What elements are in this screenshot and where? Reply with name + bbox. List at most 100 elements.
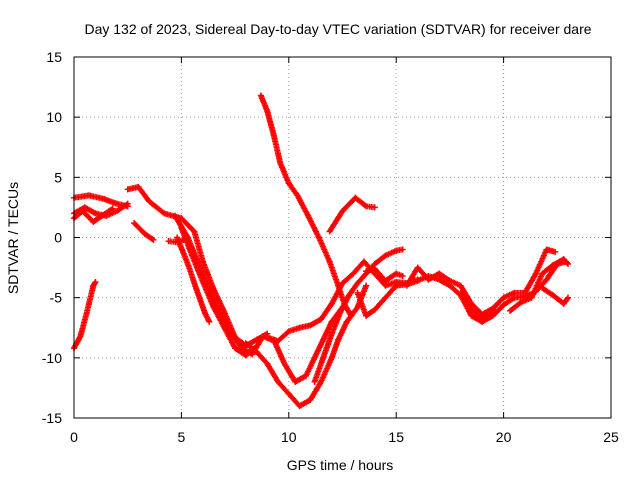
data-point [210, 304, 217, 311]
data-point [345, 292, 352, 299]
data-point [382, 277, 389, 284]
data-point [393, 270, 400, 277]
series-track-20 [457, 289, 496, 323]
series-track-1 [71, 279, 99, 352]
data-point [285, 390, 292, 397]
data-point [517, 299, 524, 306]
data-point [320, 336, 327, 343]
data-point [79, 208, 86, 215]
data-point [135, 183, 142, 190]
data-point [489, 312, 496, 319]
data-point [528, 294, 535, 301]
data-point [141, 230, 148, 237]
data-point [371, 204, 378, 211]
series-track-21 [507, 256, 572, 314]
series-track-10 [165, 236, 187, 246]
y-tick-label: -10 [42, 350, 62, 366]
data-point [242, 340, 249, 347]
data-point [326, 228, 333, 235]
series-track-8 [174, 234, 213, 325]
data-point [457, 289, 464, 296]
data-point [184, 260, 191, 267]
data-point [425, 276, 432, 283]
series-track-3 [71, 192, 131, 210]
data-point [307, 396, 314, 403]
y-tick-label: 10 [46, 109, 62, 125]
data-point [335, 336, 342, 343]
data-point [86, 192, 93, 199]
data-point [146, 198, 153, 205]
data-point [320, 354, 327, 361]
data-point [382, 294, 389, 301]
data-point [565, 260, 572, 267]
data-point [371, 265, 378, 272]
series-marks [242, 282, 370, 409]
data-point [507, 307, 514, 314]
data-point [296, 402, 303, 409]
data-point [318, 316, 325, 323]
data-point [539, 285, 546, 292]
data-point [150, 236, 157, 243]
data-point [202, 310, 209, 317]
data-point [124, 203, 131, 210]
data-point [436, 270, 443, 277]
data-point [511, 289, 518, 296]
series-track-13 [242, 282, 370, 409]
data-point [275, 378, 282, 385]
data-point [281, 360, 288, 367]
data-point [436, 276, 443, 283]
data-point [180, 236, 187, 243]
series-track-15 [311, 246, 406, 385]
data-point [189, 252, 196, 259]
data-point [565, 294, 572, 301]
data-point [414, 277, 421, 284]
data-point [363, 312, 370, 319]
data-point [292, 378, 299, 385]
data-point [161, 210, 168, 217]
x-axis-label: GPS time / hours [287, 457, 394, 473]
data-point [270, 336, 277, 343]
y-tick-label: 5 [54, 169, 62, 185]
data-point [354, 280, 361, 287]
data-point [337, 309, 344, 316]
data-point [174, 239, 181, 246]
data-point [90, 282, 97, 289]
data-point [363, 203, 370, 210]
data-point [532, 270, 539, 277]
data-series [71, 92, 572, 409]
data-point [489, 306, 496, 313]
series-track-14 [270, 304, 346, 385]
data-point [500, 301, 507, 308]
data-point [302, 372, 309, 379]
x-tick-label: 5 [178, 429, 186, 445]
data-point [296, 324, 303, 331]
data-point [270, 132, 277, 139]
data-point [227, 328, 234, 335]
data-point [354, 289, 361, 296]
data-point [206, 318, 213, 325]
axis-ticks: 0 5 10 15 20 25 -15 -10 -5 0 5 10 15 [42, 49, 619, 445]
data-point [403, 282, 410, 289]
data-point [98, 212, 105, 219]
data-point [479, 316, 486, 323]
data-point [457, 282, 464, 289]
data-point [500, 294, 507, 301]
data-point [343, 318, 350, 325]
data-point [221, 324, 228, 331]
data-point [191, 228, 198, 235]
data-point [101, 195, 108, 202]
data-point [124, 186, 131, 193]
data-point [81, 204, 88, 211]
data-point [131, 220, 138, 227]
y-tick-label: 0 [54, 230, 62, 246]
data-point [92, 210, 99, 217]
data-point [550, 262, 557, 269]
series-marks [71, 192, 131, 210]
data-point [354, 304, 361, 311]
data-point [294, 192, 301, 199]
data-point [311, 354, 318, 361]
data-point [468, 312, 475, 319]
y-tick-label: 15 [46, 49, 62, 65]
data-point [113, 200, 120, 207]
series-track-19 [403, 246, 559, 318]
